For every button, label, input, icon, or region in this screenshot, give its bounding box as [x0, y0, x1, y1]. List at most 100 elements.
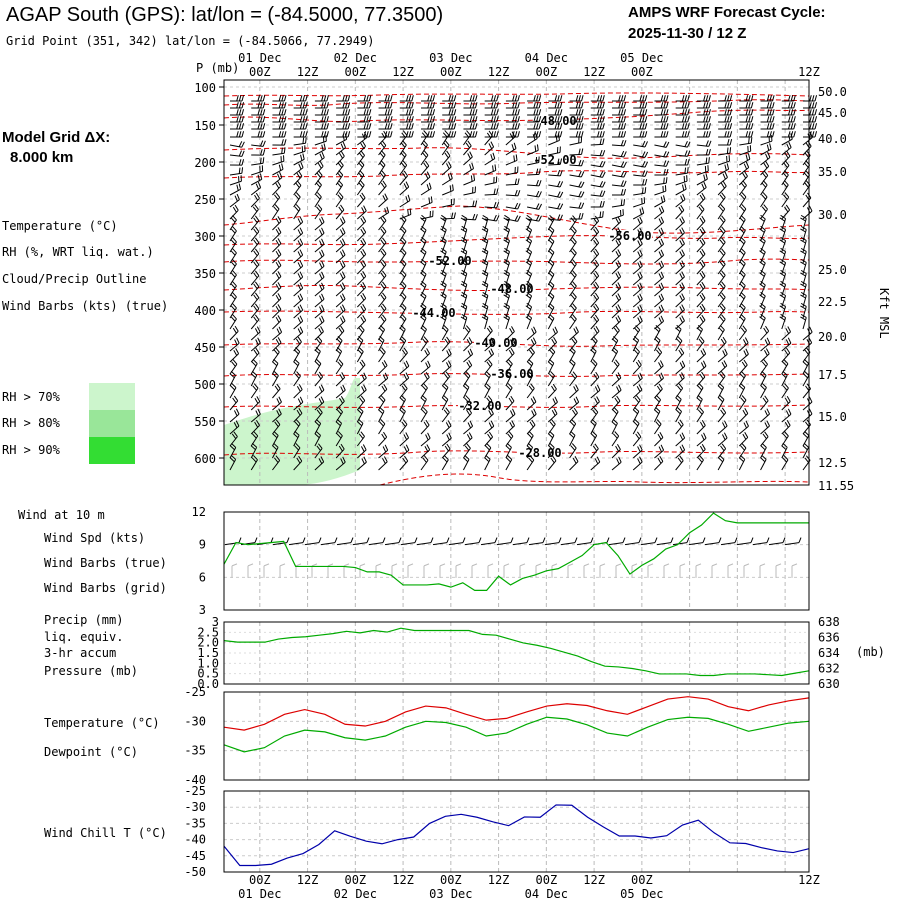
wind-barb-feather	[575, 384, 579, 391]
wind-barb-shaft	[484, 135, 493, 146]
wind-barb-feather	[299, 326, 304, 333]
pressure-tick: 630	[818, 677, 840, 691]
wind-barb-feather	[745, 131, 749, 138]
wind-barb-feather	[748, 95, 751, 102]
wind-barb-feather	[441, 269, 447, 275]
wind-barb-feather	[238, 102, 242, 109]
wind-barb-feather	[463, 457, 469, 463]
wind-barb-feather	[317, 373, 322, 380]
wind-barb-feather	[273, 349, 279, 355]
wind-barb-shaft	[420, 306, 427, 319]
wind-barb-feather	[305, 102, 308, 109]
wind-barb-shaft	[420, 262, 427, 275]
wind-barb-shaft	[441, 155, 451, 166]
wind-barb-shaft	[526, 149, 539, 156]
wind-barb-feather	[525, 283, 531, 288]
wind-barb-feather	[448, 116, 451, 123]
wind-barb-feather	[721, 443, 727, 449]
wind-barb-feather	[767, 151, 771, 158]
top-hour-label: 12Z	[297, 65, 319, 79]
wind-barb-shaft	[675, 172, 688, 176]
wind-barb-feather	[748, 116, 751, 123]
wind-barb-shaft	[441, 387, 449, 399]
wind-barb-feather	[514, 123, 518, 130]
wind-barb-feather	[424, 160, 430, 167]
wind-barb-shaft	[229, 180, 242, 186]
wind-barb-shaft	[590, 264, 600, 275]
wind-barb-feather	[696, 327, 702, 333]
wind-barb-feather	[658, 229, 663, 236]
wind-barb-feather	[654, 397, 660, 403]
wind-barb-feather	[593, 373, 598, 380]
wind-barb-feather	[402, 457, 407, 464]
wind-barb-shaft	[717, 286, 726, 297]
wind-barb-feather	[637, 229, 641, 236]
wind-barb-feather	[687, 116, 690, 123]
wind-barb-feather	[442, 327, 448, 333]
wind-barb-feather	[571, 338, 576, 344]
wind-barb-shaft	[272, 342, 282, 352]
wind-barb-feather	[681, 360, 686, 367]
wind-barb-shaft	[229, 436, 238, 447]
wind-barb-feather	[421, 142, 427, 148]
wind-barb-feather	[323, 109, 327, 116]
wind-barb-feather	[642, 170, 646, 177]
wind-barb-feather	[441, 258, 447, 264]
wind-barb-feather	[526, 313, 532, 319]
wind-barb-shaft	[569, 164, 582, 167]
wind-barb-feather	[444, 373, 449, 379]
wind-barb-feather	[507, 359, 513, 365]
wind-barb-shaft	[399, 274, 407, 286]
wind-barb-feather	[784, 152, 789, 159]
wind-barb-feather	[472, 131, 475, 138]
contour-label-bg	[608, 230, 652, 242]
wind-barb-feather	[440, 294, 446, 299]
wind-barb-feather	[633, 335, 640, 341]
wind-barb-feather	[440, 305, 446, 310]
wind-barb-feather	[766, 123, 770, 130]
pressure-tick: 450	[194, 341, 216, 355]
wind-barb-feather	[274, 385, 279, 392]
wind-barb-feather	[363, 384, 367, 391]
wind-barb-shaft	[696, 264, 706, 275]
wind-barb-feather	[424, 173, 429, 179]
wind-barb-feather	[360, 294, 365, 301]
wind-barb-shaft	[632, 377, 643, 387]
wind-barb-feather	[779, 283, 786, 288]
wind-barb-feather	[341, 315, 346, 322]
wind-barb-feather	[549, 225, 555, 231]
grid-wind-barb-feather	[231, 563, 238, 567]
wind-barb-feather	[595, 371, 600, 378]
wind-barb-shaft	[314, 276, 325, 286]
wind-barb-shaft	[484, 169, 496, 176]
wind-barb-feather	[800, 280, 807, 285]
wind-barb-shaft	[802, 342, 813, 352]
chill-tick: -30	[184, 800, 206, 814]
wind-barb-feather	[593, 316, 598, 323]
wind-barb-feather	[740, 454, 746, 460]
wind-barb-shaft	[569, 341, 578, 352]
wind-barb-shaft	[696, 197, 706, 208]
wind-barb-feather	[700, 362, 705, 369]
wind-barb-feather	[808, 205, 813, 212]
wind-barb-feather	[787, 337, 792, 344]
wind-barb-feather	[535, 123, 539, 130]
wind-barb-feather	[639, 238, 643, 245]
wind-barb-feather	[599, 138, 602, 145]
wind-barb-feather	[302, 95, 306, 102]
wind-barb-feather	[255, 183, 260, 190]
wind-barb-shaft	[356, 174, 365, 186]
wind-barb-feather	[550, 371, 556, 377]
wind-barb-feather	[302, 102, 306, 109]
wind-barb-feather	[804, 430, 810, 436]
wind-barb-shaft	[272, 265, 282, 275]
wind-barb-feather	[231, 361, 236, 367]
contour-label-bg	[490, 283, 534, 295]
wind-barb-feather	[780, 225, 786, 231]
wind-barb-feather	[613, 361, 619, 367]
wind-barb-feather	[460, 316, 467, 321]
wind-barb-shaft	[250, 387, 259, 399]
wind-barb-feather	[460, 239, 467, 244]
wind-barb-feather	[599, 102, 603, 109]
